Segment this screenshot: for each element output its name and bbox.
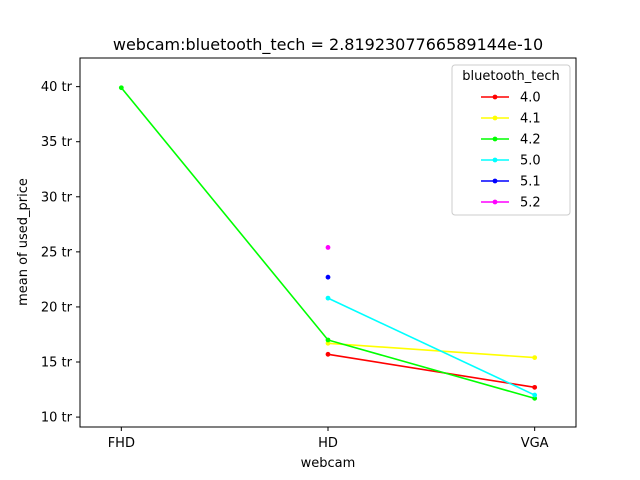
data-point-5.1	[325, 274, 331, 280]
plot-layer	[118, 85, 538, 401]
legend-marker-4.2	[492, 136, 498, 142]
y-tick-label: 35 tr	[41, 135, 73, 150]
legend-marker-5.2	[492, 199, 498, 205]
x-tick-label: HD	[318, 436, 338, 451]
legend-marker-4.1	[492, 115, 498, 121]
data-point-4.1	[532, 355, 538, 361]
chart-title: webcam:bluetooth_tech = 2.81923077665891…	[113, 35, 543, 55]
x-tick-label: VGA	[521, 436, 549, 451]
data-point-5.0	[325, 295, 331, 301]
legend-marker-4.0	[492, 94, 498, 100]
legend-title: bluetooth_tech	[462, 69, 559, 84]
x-axis: FHD HD VGA	[108, 427, 549, 451]
legend-label-5.2: 5.2	[520, 196, 541, 211]
y-axis: 10 tr 15 tr 20 tr 25 tr 30 tr 35 tr 40 tr	[41, 80, 80, 426]
data-point-4.2	[118, 85, 124, 91]
y-tick-label: 20 tr	[41, 300, 73, 315]
data-point-4.2	[532, 395, 538, 401]
y-tick-label: 25 tr	[41, 245, 73, 260]
legend: bluetooth_tech 4.0 4.1 4.2 5.0 5.1 5.2	[451, 64, 571, 216]
legend-marker-5.1	[492, 178, 498, 184]
data-point-4.2	[325, 337, 331, 343]
y-tick-label: 30 tr	[41, 190, 73, 205]
x-axis-label: webcam	[301, 456, 356, 471]
y-tick-label: 15 tr	[41, 356, 73, 371]
legend-label-5.0: 5.0	[520, 154, 541, 169]
series-line-4.0	[327, 353, 535, 389]
legend-label-4.0: 4.0	[520, 91, 541, 106]
y-tick-label: 10 tr	[41, 411, 73, 426]
series-line-4.1	[327, 342, 535, 359]
y-axis-label: mean of used_price	[16, 178, 31, 306]
x-tick-label: FHD	[108, 436, 135, 451]
series-line-5.0	[327, 297, 536, 396]
data-point-4.1	[325, 340, 331, 346]
data-point-4.0	[325, 351, 331, 357]
data-point-5.0	[532, 392, 538, 398]
data-point-4.0	[532, 384, 538, 390]
legend-box	[451, 64, 571, 216]
data-point-5.2	[325, 245, 331, 250]
legend-marker-5.0	[492, 157, 498, 163]
legend-label-4.1: 4.1	[520, 112, 541, 127]
y-tick-label: 40 tr	[41, 80, 73, 95]
legend-label-4.2: 4.2	[520, 133, 541, 148]
legend-label-5.1: 5.1	[520, 175, 541, 190]
